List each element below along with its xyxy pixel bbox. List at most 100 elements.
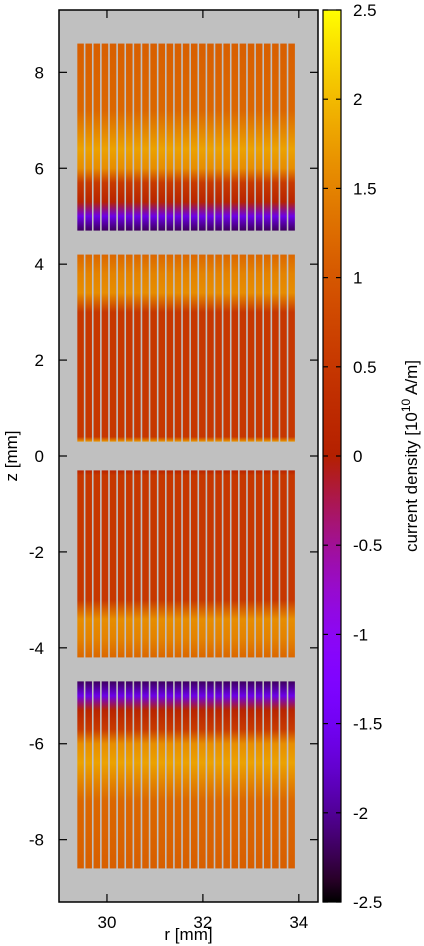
strand [223,43,230,231]
strand [288,470,295,658]
strand [85,470,92,658]
strand [255,470,263,658]
strand [223,681,230,869]
strand [207,470,214,658]
strand [264,254,271,442]
strand [247,470,255,658]
colorbar-tick-label: 0 [353,447,362,466]
strand [199,43,206,231]
strand [199,254,206,442]
strand [85,254,92,442]
strand [142,43,149,231]
strand [182,43,190,231]
strand [85,681,92,869]
strand [231,681,239,869]
strand [77,43,84,231]
strand [231,43,239,231]
strand [239,43,247,231]
colorbar-ticks: -2.5 -2 -1.5 -1 -0.5 0 0.5 1 1.5 2 2.5 [323,1,382,912]
strand [150,43,157,231]
strand [109,43,117,231]
strand [85,43,92,231]
strand [126,43,133,231]
y-axis-label: z [mm] [2,431,21,482]
strand [142,681,149,869]
strand [101,470,109,658]
strand [272,43,279,231]
y-tick-label: 6 [35,159,44,178]
strand [223,254,230,442]
strand [190,254,198,442]
strand [207,681,214,869]
colorbar-tick-label: 1 [353,269,362,288]
strand [174,254,182,442]
strand [150,470,157,658]
strand [93,254,101,442]
colorbar-tick-label: -1 [353,625,368,644]
strand [158,254,166,442]
strand [174,470,182,658]
strand [150,681,157,869]
strand [190,43,198,231]
strand [264,43,271,231]
strand [207,43,214,231]
strand [182,681,190,869]
strand [142,254,149,442]
strand [215,681,222,869]
colorbar-label-suffix: A/m] [402,360,421,399]
colorbar-tick-label: -2.5 [353,893,382,912]
strand [158,470,166,658]
strand [182,254,190,442]
strand [134,470,141,658]
colorbar-label-exponent: 10 [399,398,413,412]
colorbar-tick-label: -0.5 [353,536,382,555]
colorbar-tick-label: 0.5 [353,358,377,377]
y-tick-label: 0 [35,447,44,466]
strand [93,681,101,869]
strand [199,681,206,869]
strand [280,254,287,442]
y-tick-label: 8 [35,63,44,82]
strand [109,681,117,869]
strand [109,470,117,658]
strand [247,43,255,231]
colorbar-tick-label: -2 [353,804,368,823]
strand [272,470,279,658]
strand [239,681,247,869]
y-axis-ticks: -8 -6 -4 -2 0 2 4 6 8 [29,63,318,850]
strand [134,254,141,442]
x-tick-label: 30 [98,913,117,932]
strand [288,681,295,869]
x-axis-ticks: 30 32 34 [98,10,308,932]
strand [272,681,279,869]
strand [264,681,271,869]
strand [101,254,109,442]
y-tick-label: -4 [29,639,44,658]
strand [77,254,84,442]
strand [280,470,287,658]
strand [166,470,174,658]
strand [255,254,263,442]
colorbar-tick-label: 2 [353,90,362,109]
strand [109,254,117,442]
y-tick-label: -2 [29,543,44,562]
colorbar-label: current density [1010 A/m] [399,360,421,552]
colorbar-label-prefix: current density [10 [402,412,421,552]
strand [166,681,174,869]
strand [93,470,101,658]
strand [134,681,141,869]
colorbar-tick-label: -1.5 [353,715,382,734]
strand [126,681,133,869]
colorbar-tick-label: 1.5 [353,179,377,198]
x-tick-label: 32 [193,913,212,932]
colorbar-tick-label: 2.5 [353,1,377,20]
x-tick-label: 34 [289,913,308,932]
strand [190,681,198,869]
strand [231,470,239,658]
strand [182,470,190,658]
strand [239,470,247,658]
strand [158,681,166,869]
strand [215,43,222,231]
strand [215,254,222,442]
strand [101,681,109,869]
